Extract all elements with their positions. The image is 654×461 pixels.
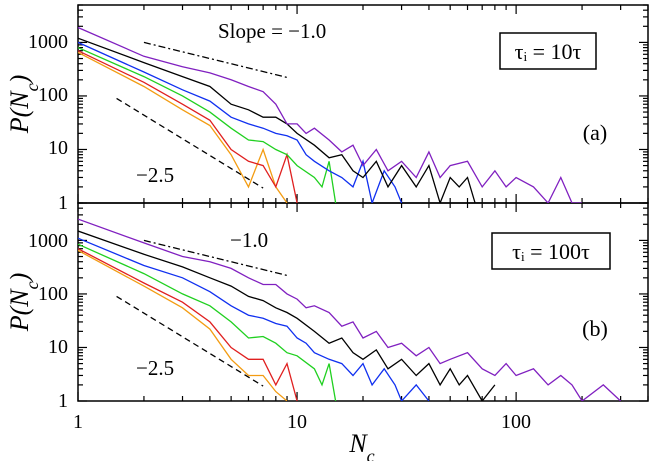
slope-annotation-a-top: Slope = −1.0	[218, 19, 326, 43]
ytick-label-a-1: 1	[58, 192, 68, 214]
ytick-label-a-10: 10	[48, 137, 68, 159]
panel-b-plot	[78, 218, 622, 401]
series-line-black	[78, 230, 496, 401]
slope-annotation-a-bottom: −2.5	[136, 163, 174, 187]
legend-label-a: τᵢ = 10τ	[515, 39, 582, 64]
series-line-red	[78, 50, 298, 203]
legend-box-b	[491, 232, 611, 270]
ytick-label-a-100: 100	[38, 84, 68, 106]
series-line-blue	[78, 41, 403, 203]
reference-line-slope-minus-2-5	[116, 97, 264, 189]
ytick-label-a-1000: 1000	[28, 31, 68, 53]
slope-annotation-b-top: −1.0	[230, 228, 268, 252]
panel-b-ticks	[77, 202, 649, 402]
series-line-red	[78, 248, 298, 401]
series-line-black	[78, 37, 483, 203]
y-axis-title-b: P(Nc)	[5, 273, 42, 333]
x-axis-title: Nc	[348, 429, 374, 461]
y-axis-title-a: P(Nc)	[5, 75, 42, 135]
panel-label-b: (b)	[582, 316, 608, 341]
ytick-label-b-1: 1	[58, 390, 68, 412]
panel-a-ticks	[77, 4, 649, 204]
panel-label-a: (a)	[583, 120, 607, 145]
series-line-blue	[78, 237, 430, 401]
legend-label-b: τᵢ = 100τ	[512, 239, 590, 264]
slope-annotation-b-bottom: −2.5	[136, 356, 174, 380]
xtick-label-1: 1	[73, 411, 83, 433]
reference-line-slope-minus-1	[143, 41, 288, 79]
series-line-orange	[78, 51, 288, 203]
series-line-purple	[78, 26, 583, 203]
xtick-label-10: 10	[287, 411, 307, 433]
series-line-green	[78, 47, 337, 203]
reference-line-slope-minus-2-5	[116, 295, 264, 387]
legend-box-a	[499, 32, 597, 70]
series-line-purple	[78, 218, 622, 401]
panel-a-plot	[78, 26, 583, 203]
ytick-label-b-10: 10	[48, 336, 68, 358]
xtick-label-100: 100	[501, 411, 531, 433]
ytick-label-b-100: 100	[38, 283, 68, 305]
series-line-green	[78, 243, 337, 401]
ytick-label-b-1000: 1000	[28, 230, 68, 252]
series-line-orange	[78, 249, 288, 401]
reference-line-slope-minus-1	[143, 239, 288, 277]
